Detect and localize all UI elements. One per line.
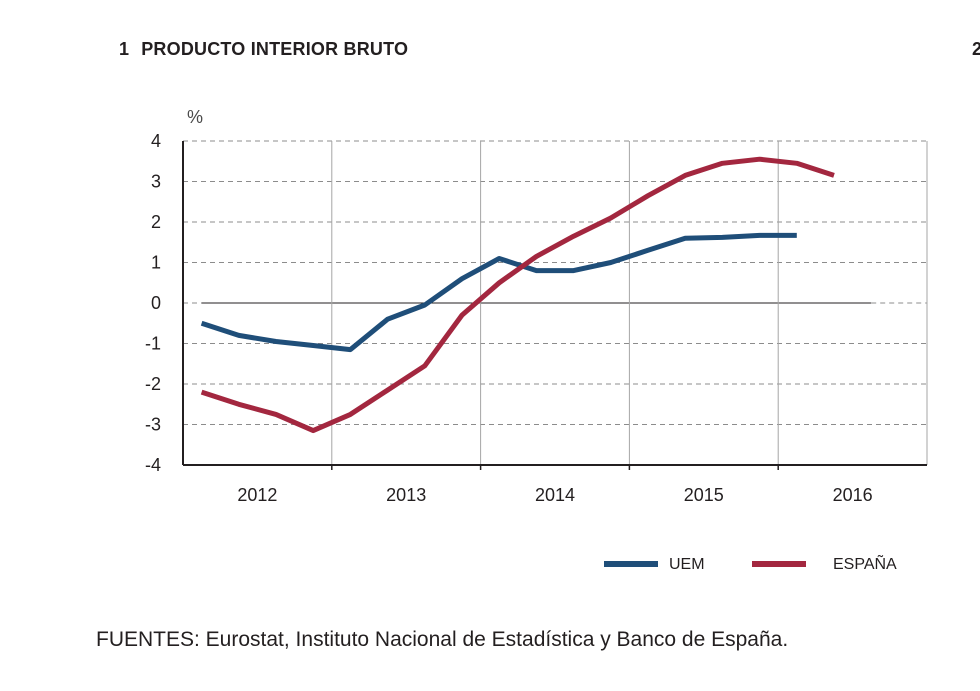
x-tick-label: 2014 — [535, 485, 575, 505]
axes: 4 3 2 1 0 -1 -2 -3 -4 2012 2013 2014 2015 2016 — [145, 131, 927, 505]
chart-title: 1 PRODUCTO INTERIOR BRUTO — [119, 39, 408, 60]
x-tick-label: 2013 — [386, 485, 426, 505]
chart-title-text: PRODUCTO INTERIOR BRUTO — [141, 39, 409, 59]
series — [200, 156, 835, 434]
grid — [183, 140, 928, 465]
chart-number: 1 — [119, 39, 130, 59]
y-tick-label: 3 — [151, 172, 161, 192]
y-tick-label: -3 — [145, 415, 161, 435]
y-tick-label: -4 — [145, 455, 161, 475]
y-tick-label: -2 — [145, 374, 161, 394]
y-tick-label: 2 — [151, 212, 161, 232]
legend: UEM ESPAÑA — [604, 553, 897, 573]
x-tick-label: 2015 — [684, 485, 724, 505]
x-tick-label: 2012 — [237, 485, 277, 505]
legend-label-espana: ESPAÑA — [833, 553, 897, 573]
x-tick-label: 2016 — [833, 485, 873, 505]
source-note: FUENTES: Eurostat, Instituto Nacional de… — [96, 628, 789, 651]
next-panel-number: 2 — [972, 39, 980, 59]
y-tick-label: 1 — [151, 253, 161, 273]
y-tick-label: -1 — [145, 334, 161, 354]
legend-label-uem: UEM — [669, 556, 705, 573]
y-tick-label: 4 — [151, 131, 161, 151]
series-line-uem — [200, 232, 797, 353]
series-line-espana — [200, 156, 835, 434]
y-tick-label: 0 — [151, 293, 161, 313]
y-unit-label: % — [187, 107, 203, 127]
